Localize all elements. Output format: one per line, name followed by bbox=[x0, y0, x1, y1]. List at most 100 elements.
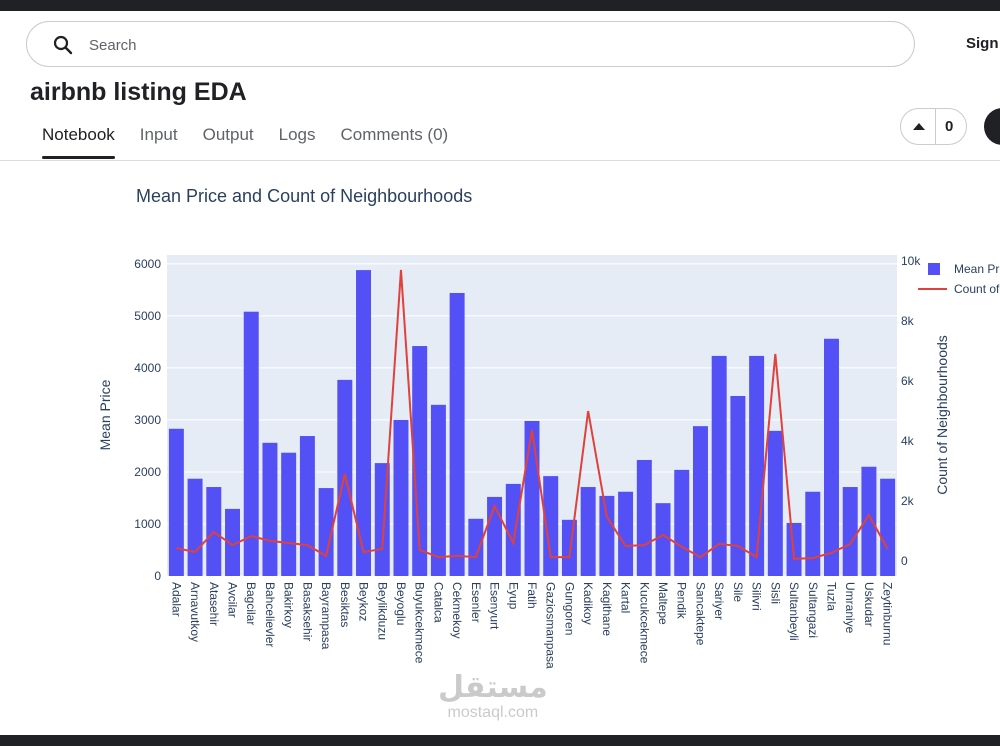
bar bbox=[636, 459, 652, 576]
x-tick-label: Maltepe bbox=[656, 582, 670, 625]
tab[interactable]: Notebook bbox=[42, 125, 115, 159]
tab[interactable]: Comments (0) bbox=[340, 125, 449, 144]
y2-tick-label: 6k bbox=[901, 374, 915, 388]
bar bbox=[187, 478, 203, 576]
y-tick-label: 2000 bbox=[134, 465, 161, 479]
bar bbox=[711, 355, 727, 576]
y-tick-label: 5000 bbox=[134, 309, 161, 323]
bar bbox=[842, 487, 858, 576]
y-tick-label: 3000 bbox=[134, 413, 161, 427]
search-placeholder: Search bbox=[89, 37, 137, 54]
x-tick-label: Gaziosmanpasa bbox=[544, 582, 558, 669]
x-tick-label: Sancaktepe bbox=[693, 582, 707, 646]
bar bbox=[805, 491, 821, 576]
bar bbox=[730, 395, 746, 576]
x-tick-label: Kucukcekmece bbox=[637, 582, 651, 664]
x-tick-label: Kagithane bbox=[600, 582, 614, 636]
y2-axis-title: Count of Neighbourhoods bbox=[934, 335, 950, 495]
y2-tick-label: 2k bbox=[901, 494, 915, 508]
bar bbox=[281, 452, 297, 576]
bar bbox=[468, 518, 484, 576]
watermark: مستقل mostaql.com bbox=[438, 672, 548, 722]
x-tick-label: Sile bbox=[731, 582, 745, 602]
x-tick-label: Arnavutkoy bbox=[188, 582, 202, 642]
bar bbox=[861, 466, 877, 576]
x-tick-label: Beylikduzu bbox=[375, 582, 389, 640]
y2-tick-label: 8k bbox=[901, 314, 915, 328]
legend-label: Mean Price bbox=[954, 262, 1000, 276]
legend-label: Count of Neighbourhoods bbox=[954, 282, 1000, 296]
bar bbox=[449, 292, 465, 576]
x-tick-label: Esenler bbox=[469, 582, 483, 623]
bar bbox=[412, 346, 428, 576]
y2-tick-label: 4k bbox=[901, 434, 915, 448]
top-bar bbox=[0, 0, 1000, 11]
vote-button[interactable]: 0 bbox=[900, 108, 967, 145]
y2-tick-label: 10k bbox=[901, 254, 921, 268]
x-tick-label: Pendik bbox=[675, 582, 689, 620]
x-tick-label: Eyup bbox=[506, 582, 520, 610]
x-tick-label: Tuzla bbox=[824, 582, 838, 611]
tab[interactable]: Output bbox=[202, 125, 254, 144]
notebook-title: airbnb listing EDA bbox=[30, 78, 247, 106]
x-tick-label: Atasehir bbox=[207, 582, 221, 626]
watermark-logo: مستقل bbox=[438, 670, 548, 705]
bar bbox=[393, 419, 409, 576]
bar bbox=[599, 495, 615, 576]
x-tick-label: Kartal bbox=[619, 582, 633, 613]
x-tick-label: Bahcelievler bbox=[263, 582, 277, 647]
tab[interactable]: Input bbox=[139, 125, 178, 144]
x-tick-label: Gungoren bbox=[562, 582, 576, 635]
bar bbox=[618, 491, 634, 576]
x-tick-label: Sariyer bbox=[712, 582, 726, 620]
tab-bar: Notebook Input Output Logs Comments (0) bbox=[42, 125, 448, 159]
x-tick-label: Catalca bbox=[431, 582, 445, 623]
x-tick-label: Avcilar bbox=[226, 582, 240, 618]
sign-in[interactable]: Sign In bbox=[966, 35, 1000, 52]
x-tick-label: Fatih bbox=[525, 582, 539, 609]
x-tick-label: Uskudar bbox=[862, 582, 876, 627]
bar bbox=[749, 355, 765, 576]
x-tick-label: Kadikoy bbox=[581, 582, 595, 625]
y-tick-label: 0 bbox=[154, 569, 161, 583]
x-tick-label: Bakirkoy bbox=[282, 582, 296, 628]
bar bbox=[767, 430, 783, 576]
x-tick-label: Buyukcekmece bbox=[413, 582, 427, 664]
bar bbox=[225, 508, 240, 576]
bar bbox=[674, 469, 690, 576]
x-tick-label: Umraniye bbox=[843, 582, 857, 634]
bar bbox=[692, 426, 708, 576]
x-tick-label: Bayrampasa bbox=[319, 582, 333, 650]
x-tick-label: Zeytinburnu bbox=[881, 582, 895, 645]
bar bbox=[356, 270, 372, 576]
bar bbox=[524, 420, 540, 576]
x-tick-label: Basaksehir bbox=[300, 582, 314, 641]
search-box[interactable]: Search bbox=[26, 21, 915, 67]
x-tick-label: Sisli bbox=[768, 582, 782, 604]
bar bbox=[543, 476, 559, 576]
tab[interactable]: Logs bbox=[278, 125, 316, 144]
legend-swatch bbox=[928, 263, 940, 275]
action-button[interactable] bbox=[984, 108, 1000, 145]
bar bbox=[880, 478, 896, 576]
x-tick-label: Adalar bbox=[169, 582, 183, 617]
vote-count: 0 bbox=[945, 118, 954, 135]
bar bbox=[243, 311, 259, 576]
bar bbox=[262, 442, 278, 576]
chart-title: Mean Price and Count of Neighbourhoods bbox=[136, 186, 472, 206]
watermark-site: mostaql.com bbox=[447, 704, 539, 721]
y2-tick-label: 0 bbox=[901, 554, 908, 568]
bar bbox=[505, 483, 521, 576]
search-icon bbox=[53, 35, 73, 55]
x-tick-label: Sultanbeyli bbox=[787, 582, 801, 641]
bar bbox=[655, 503, 671, 576]
up-arrow bbox=[913, 123, 925, 130]
x-tick-label: Bagcilar bbox=[244, 582, 258, 625]
x-tick-label: Cekmekoy bbox=[450, 582, 464, 639]
bar bbox=[430, 404, 446, 576]
bar bbox=[561, 519, 577, 576]
y-tick-label: 4000 bbox=[134, 361, 161, 375]
x-tick-label: Silivri bbox=[750, 582, 764, 611]
